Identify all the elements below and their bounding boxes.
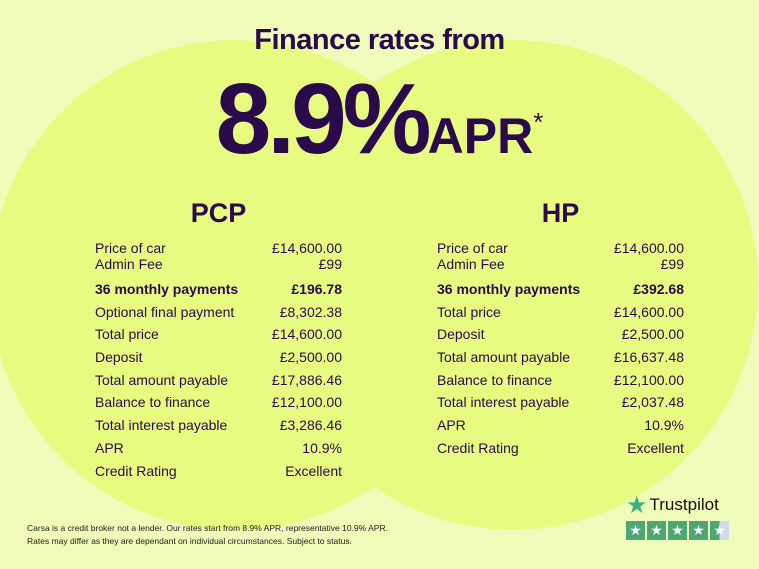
disclaimer: Carsa is a credit broker not a lender. O… <box>27 522 388 547</box>
row-label: Price of car <box>95 240 166 256</box>
row-label: Admin Fee <box>437 256 505 272</box>
row-value: £14,600.00 <box>271 326 342 343</box>
star-icon: ★ <box>668 521 687 540</box>
star-icon: ★ <box>626 521 645 540</box>
table-row: 36 monthly payments £392.68 <box>437 278 684 301</box>
table-row: Total price £14,600.00 <box>437 301 684 324</box>
row-value: £8,302.38 <box>279 303 342 320</box>
row-label: Total amount payable <box>95 371 229 388</box>
row-label: Credit Rating <box>95 462 177 479</box>
row-value: £12,100.00 <box>613 371 684 388</box>
table-row: Total amount payable £16,637.48 <box>437 346 684 369</box>
table-row: Admin Fee £99 <box>95 256 342 272</box>
row-label: Balance to finance <box>95 394 211 411</box>
hp-table: HP Price of car £14,600.00 Admin Fee £99 36 m… <box>437 198 684 460</box>
star-icon: ★ <box>689 521 708 540</box>
row-value: £2,500.00 <box>279 349 342 366</box>
row-label: Total interest payable <box>437 394 570 411</box>
half-star-icon: ★ <box>710 521 729 540</box>
rate-headline: 8.9%APR* <box>0 62 759 177</box>
table-row: 36 monthly payments £196.78 <box>95 278 342 301</box>
table-row: Price of car £14,600.00 <box>437 240 684 256</box>
table-row: Credit Rating Excellent <box>95 460 342 483</box>
hp-title: HP <box>541 198 580 228</box>
row-value: £99 <box>318 256 342 272</box>
rating-stars: ★ ★ ★ ★ ★ <box>626 521 729 540</box>
table-row: Total amount payable £17,886.46 <box>95 369 342 392</box>
pcp-table: PCP Price of car £14,600.00 Admin Fee £99 36 … <box>95 198 342 482</box>
table-row: Deposit £2,500.00 <box>437 323 684 346</box>
trustpilot-name: Trustpilot <box>649 495 719 514</box>
star-icon: ★ <box>626 491 648 519</box>
pcp-title: PCP <box>190 198 247 228</box>
row-value: £99 <box>660 256 684 272</box>
row-value: £14,600.00 <box>613 240 684 256</box>
trustpilot-badge[interactable]: ★ Trustpilot ★ ★ ★ ★ ★ <box>626 491 729 540</box>
disclaimer-line: Carsa is a credit broker not a lender. O… <box>27 523 388 533</box>
row-label: Deposit <box>437 326 485 343</box>
row-label: Optional final payment <box>95 303 235 320</box>
background-circle-right <box>268 40 758 530</box>
row-value: 10.9% <box>302 439 342 456</box>
asterisk: * <box>533 107 544 137</box>
row-label: APR <box>437 417 466 434</box>
row-label: 36 monthly payments <box>95 281 239 297</box>
row-label: Total amount payable <box>437 349 571 366</box>
table-row: Admin Fee £99 <box>437 256 684 272</box>
row-value: £392.68 <box>633 281 684 297</box>
headline: Finance rates from <box>254 24 505 56</box>
row-label: Price of car <box>437 240 508 256</box>
table-row: Deposit £2,500.00 <box>95 346 342 369</box>
rate-value: 8.9% <box>215 63 432 175</box>
row-value: £14,600.00 <box>271 240 342 256</box>
row-value: Excellent <box>285 462 342 479</box>
table-row: Credit Rating Excellent <box>437 437 684 460</box>
row-value: £3,286.46 <box>279 417 342 434</box>
row-label: Total interest payable <box>95 417 228 434</box>
row-value: £196.78 <box>291 281 342 297</box>
table-row: Optional final payment £8,302.38 <box>95 301 342 324</box>
row-value: £12,100.00 <box>271 394 342 411</box>
table-row: APR 10.9% <box>95 437 342 460</box>
table-row: Balance to finance £12,100.00 <box>437 369 684 392</box>
table-row: APR 10.9% <box>437 414 684 437</box>
row-value: £17,886.46 <box>271 371 342 388</box>
row-label: Balance to finance <box>437 371 553 388</box>
disclaimer-line: Rates may differ as they are dependant o… <box>27 535 352 546</box>
row-value: £2,037.48 <box>621 394 684 411</box>
row-label: 36 monthly payments <box>437 281 581 297</box>
row-value: £16,637.48 <box>613 349 684 366</box>
row-label: Admin Fee <box>95 256 163 272</box>
row-label: Credit Rating <box>437 439 519 456</box>
row-value: £14,600.00 <box>613 303 684 320</box>
rate-suffix: APR <box>427 108 534 164</box>
table-row: Balance to finance £12,100.00 <box>95 391 342 414</box>
table-row: Total price £14,600.00 <box>95 323 342 346</box>
row-value: £2,500.00 <box>621 326 684 343</box>
row-label: Total price <box>437 303 501 320</box>
row-label: Deposit <box>95 349 143 366</box>
row-label: Total price <box>95 326 159 343</box>
table-row: Total interest payable £3,286.46 <box>95 414 342 437</box>
table-row: Total interest payable £2,037.48 <box>437 391 684 414</box>
table-row: Price of car £14,600.00 <box>95 240 342 256</box>
star-icon: ★ <box>647 521 666 540</box>
row-value: 10.9% <box>644 417 684 434</box>
row-label: APR <box>95 439 124 456</box>
row-value: Excellent <box>627 439 684 456</box>
